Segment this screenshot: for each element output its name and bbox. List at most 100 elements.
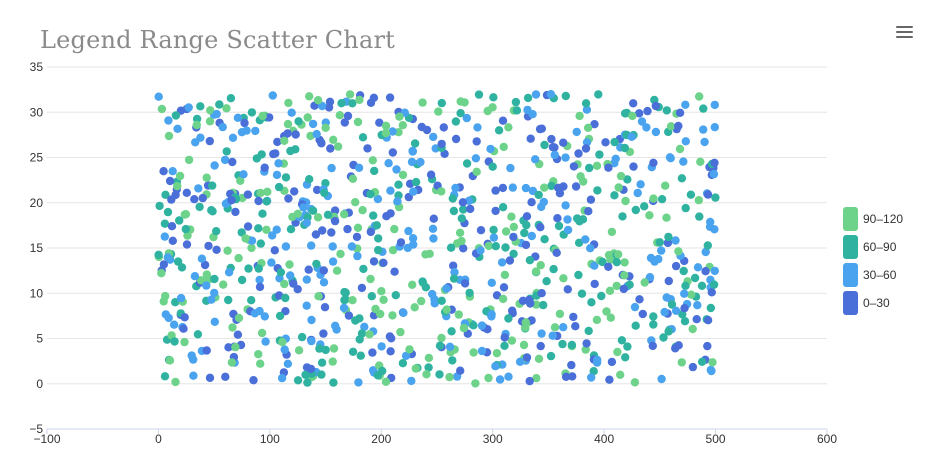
scatter-point[interactable] (449, 274, 459, 283)
scatter-point[interactable] (532, 374, 541, 383)
scatter-point[interactable] (638, 309, 647, 319)
scatter-point[interactable] (360, 322, 369, 331)
scatter-point[interactable] (610, 191, 619, 200)
scatter-point[interactable] (523, 105, 532, 115)
scatter-point[interactable] (472, 167, 481, 176)
scatter-point[interactable] (273, 137, 282, 147)
scatter-point[interactable] (555, 309, 565, 319)
scatter-point[interactable] (388, 246, 398, 255)
scatter-point[interactable] (527, 231, 536, 241)
scatter-point[interactable] (343, 224, 352, 234)
scatter-point[interactable] (476, 226, 486, 235)
scatter-point[interactable] (456, 109, 465, 118)
scatter-point[interactable] (546, 351, 556, 361)
scatter-point[interactable] (540, 235, 549, 244)
scatter-point[interactable] (231, 342, 240, 352)
scatter-point[interactable] (196, 102, 205, 111)
scatter-point[interactable] (255, 282, 265, 292)
scatter-point[interactable] (220, 155, 230, 165)
scatter-point[interactable] (568, 372, 577, 381)
scatter-point[interactable] (662, 106, 671, 115)
scatter-point[interactable] (586, 195, 596, 204)
scatter-point[interactable] (522, 353, 532, 362)
scatter-point[interactable] (681, 137, 690, 146)
scatter-point[interactable] (707, 288, 716, 297)
scatter-point[interactable] (518, 296, 528, 305)
scatter-point[interactable] (583, 123, 593, 132)
scatter-point[interactable] (379, 295, 388, 304)
scatter-point[interactable] (498, 203, 508, 212)
scatter-point[interactable] (561, 91, 570, 101)
scatter-point[interactable] (594, 90, 603, 99)
scatter-point[interactable] (303, 378, 312, 387)
scatter-point[interactable] (448, 356, 457, 365)
scatter-point[interactable] (491, 242, 500, 251)
scatter-point[interactable] (642, 123, 651, 132)
scatter-point[interactable] (695, 92, 704, 101)
scatter-point[interactable] (231, 207, 240, 217)
scatter-point[interactable] (418, 98, 427, 107)
scatter-point[interactable] (571, 182, 581, 191)
scatter-point[interactable] (531, 90, 541, 99)
scatter-point[interactable] (256, 359, 265, 368)
scatter-point[interactable] (559, 323, 568, 332)
scatter-point[interactable] (257, 328, 267, 338)
scatter-point[interactable] (696, 157, 705, 166)
scatter-point[interactable] (163, 253, 172, 262)
scatter-point[interactable] (489, 225, 498, 235)
scatter-point[interactable] (304, 265, 313, 274)
scatter-point[interactable] (210, 288, 219, 298)
scatter-point[interactable] (680, 304, 689, 313)
scatter-point[interactable] (233, 330, 243, 339)
scatter-point[interactable] (474, 90, 484, 99)
scatter-point[interactable] (677, 358, 686, 367)
scatter-point[interactable] (425, 249, 434, 258)
scatter-point[interactable] (462, 159, 472, 168)
scatter-point[interactable] (525, 256, 535, 265)
scatter-point[interactable] (173, 124, 182, 133)
scatter-point[interactable] (368, 156, 377, 165)
scatter-point[interactable] (710, 158, 719, 167)
scatter-point[interactable] (179, 324, 188, 333)
scatter-point[interactable] (241, 234, 250, 243)
scatter-point[interactable] (586, 244, 595, 253)
scatter-point[interactable] (531, 267, 541, 276)
scatter-point[interactable] (526, 134, 535, 143)
scatter-point[interactable] (486, 144, 495, 154)
scatter-point[interactable] (312, 185, 322, 195)
scatter-point[interactable] (620, 271, 629, 280)
scatter-point[interactable] (308, 206, 318, 215)
scatter-point[interactable] (508, 306, 517, 315)
scatter-point[interactable] (567, 360, 576, 370)
scatter-point[interactable] (697, 357, 707, 366)
scatter-point[interactable] (302, 275, 311, 284)
scatter-point[interactable] (536, 341, 545, 351)
scatter-point[interactable] (196, 276, 206, 285)
scatter-point[interactable] (408, 146, 417, 156)
scatter-point[interactable] (168, 236, 177, 245)
scatter-point[interactable] (418, 277, 427, 286)
scatter-point[interactable] (473, 123, 482, 132)
scatter-point[interactable] (637, 117, 647, 126)
scatter-point[interactable] (491, 186, 500, 195)
scatter-point[interactable] (614, 183, 623, 192)
scatter-point[interactable] (680, 317, 690, 326)
scatter-point[interactable] (498, 116, 508, 125)
scatter-point[interactable] (471, 154, 481, 163)
scatter-point[interactable] (487, 278, 496, 287)
scatter-point[interactable] (508, 183, 517, 192)
scatter-point[interactable] (247, 243, 256, 253)
scatter-point[interactable] (576, 172, 585, 181)
scatter-point[interactable] (488, 162, 497, 171)
scatter-point[interactable] (181, 210, 191, 219)
scatter-point[interactable] (234, 253, 243, 263)
scatter-point[interactable] (492, 291, 502, 300)
scatter-point[interactable] (167, 222, 177, 231)
scatter-point[interactable] (550, 150, 559, 160)
scatter-point[interactable] (601, 138, 610, 147)
scatter-point[interactable] (401, 351, 411, 360)
scatter-point[interactable] (507, 212, 516, 221)
scatter-point[interactable] (649, 320, 658, 329)
legend-item[interactable]: 60–90 (843, 235, 923, 263)
scatter-point[interactable] (547, 134, 556, 144)
